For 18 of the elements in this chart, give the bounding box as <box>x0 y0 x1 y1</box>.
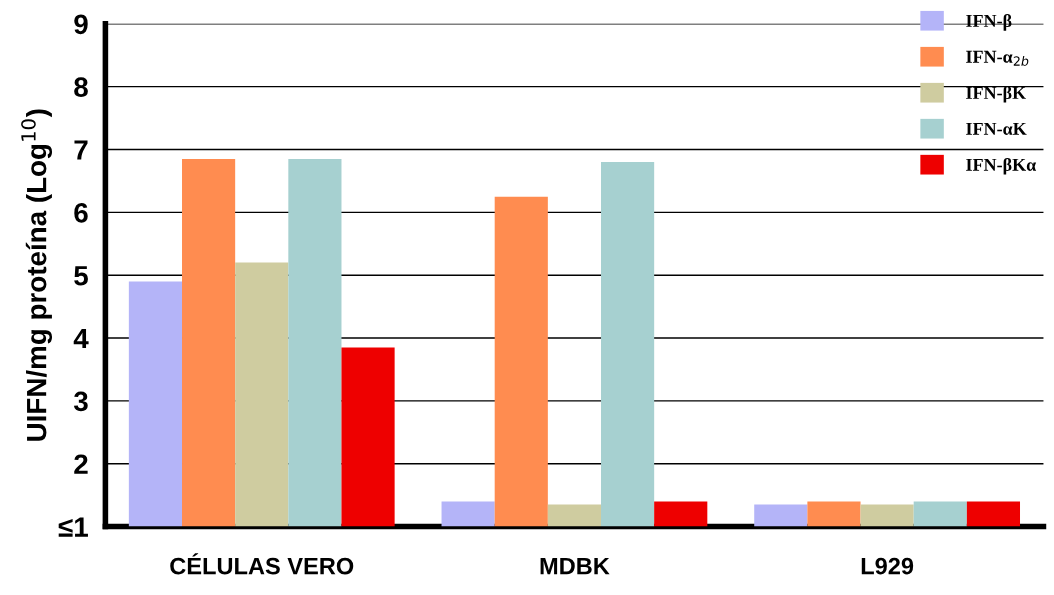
legend-label: IFN-β <box>966 14 1012 31</box>
legend-label: IFN-αK <box>966 122 1027 135</box>
legend-label: IFN-βK <box>966 86 1027 103</box>
y-tick-label: 9 <box>74 14 88 35</box>
y-axis-title: UIFN/mg proteína (Log$^{10}$) <box>21 109 53 441</box>
legend-label: IFN-βKα <box>966 158 1037 175</box>
x-tick-label: CÉLULAS VERO <box>170 553 354 575</box>
y-tick-label: 4 <box>73 328 89 349</box>
y-tick-label: 5 <box>74 266 88 286</box>
y-tick-label: 2 <box>74 454 88 474</box>
y-tick-label: 3 <box>73 391 88 412</box>
x-tick-label: L929 <box>861 557 914 575</box>
y-tick-label: 8 <box>74 77 88 97</box>
y-tick-label: ≤1 <box>58 517 88 537</box>
y-tick-label: 6 <box>74 203 88 223</box>
legend-label: IFN-α$_{2b}$ <box>966 50 1029 66</box>
y-tick-label: 7 <box>74 140 88 160</box>
x-tick-label: MDBK <box>540 558 610 575</box>
